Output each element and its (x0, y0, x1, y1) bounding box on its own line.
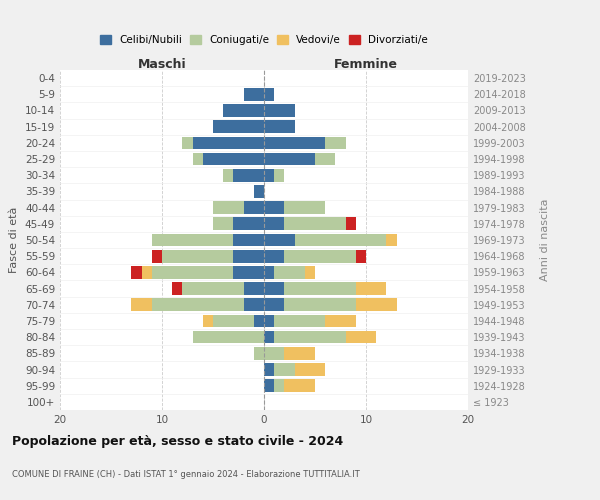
Bar (284, 202, 325, 214)
Bar (264, 120, 295, 133)
Bar (172, 282, 182, 295)
Bar (223, 169, 233, 181)
Bar (284, 298, 356, 311)
Bar (244, 88, 264, 101)
Bar (346, 331, 376, 344)
Bar (203, 314, 213, 328)
Bar (284, 282, 356, 295)
Bar (233, 266, 264, 278)
Bar (264, 282, 284, 295)
Bar (264, 202, 284, 214)
Bar (264, 104, 295, 117)
Bar (325, 136, 346, 149)
Bar (264, 88, 274, 101)
Y-axis label: Anni di nascita: Anni di nascita (539, 198, 550, 281)
Bar (193, 136, 264, 149)
Text: Popolazione per età, sesso e stato civile - 2024: Popolazione per età, sesso e stato civil… (12, 435, 343, 448)
Bar (213, 202, 244, 214)
Bar (274, 314, 325, 328)
Bar (152, 298, 244, 311)
Bar (254, 185, 264, 198)
Bar (264, 298, 284, 311)
Bar (254, 314, 264, 328)
Bar (152, 234, 233, 246)
Bar (131, 298, 152, 311)
Bar (305, 266, 315, 278)
Bar (244, 298, 264, 311)
Bar (274, 363, 295, 376)
Bar (182, 136, 193, 149)
Bar (203, 152, 264, 166)
Y-axis label: Fasce di età: Fasce di età (10, 207, 19, 273)
Legend: Celibi/Nubili, Coniugati/e, Vedovi/e, Divorziati/e: Celibi/Nubili, Coniugati/e, Vedovi/e, Di… (96, 31, 432, 50)
Bar (386, 234, 397, 246)
Bar (325, 314, 356, 328)
Bar (274, 266, 305, 278)
Bar (264, 266, 274, 278)
Bar (356, 298, 397, 311)
Text: Femmine: Femmine (334, 58, 398, 71)
Bar (284, 380, 315, 392)
Bar (254, 347, 264, 360)
Bar (284, 250, 356, 262)
Bar (213, 314, 254, 328)
Text: COMUNE DI FRAINE (CH) - Dati ISTAT 1° gennaio 2024 - Elaborazione TUTTITALIA.IT: COMUNE DI FRAINE (CH) - Dati ISTAT 1° ge… (12, 470, 360, 479)
Bar (264, 218, 284, 230)
Bar (264, 136, 325, 149)
Bar (152, 250, 162, 262)
Bar (264, 347, 284, 360)
Bar (142, 266, 152, 278)
Bar (244, 202, 264, 214)
Bar (193, 331, 264, 344)
Bar (274, 169, 284, 181)
Bar (213, 218, 233, 230)
Bar (264, 314, 274, 328)
Bar (264, 152, 315, 166)
Bar (264, 380, 274, 392)
Bar (233, 250, 264, 262)
Bar (162, 250, 233, 262)
Bar (274, 380, 284, 392)
Bar (233, 234, 264, 246)
Bar (264, 331, 274, 344)
Bar (284, 347, 315, 360)
Text: Maschi: Maschi (137, 58, 187, 71)
Bar (131, 266, 142, 278)
Bar (213, 120, 264, 133)
Bar (244, 282, 264, 295)
Bar (264, 234, 295, 246)
Bar (295, 363, 325, 376)
Bar (356, 250, 366, 262)
Bar (182, 282, 244, 295)
Bar (233, 218, 264, 230)
Bar (356, 282, 386, 295)
Bar (274, 331, 346, 344)
Bar (346, 218, 356, 230)
Bar (295, 234, 386, 246)
Bar (284, 218, 346, 230)
Bar (264, 169, 274, 181)
Bar (233, 169, 264, 181)
Bar (315, 152, 335, 166)
Bar (264, 250, 284, 262)
Bar (264, 363, 274, 376)
Bar (223, 104, 264, 117)
Bar (193, 152, 203, 166)
Bar (152, 266, 233, 278)
